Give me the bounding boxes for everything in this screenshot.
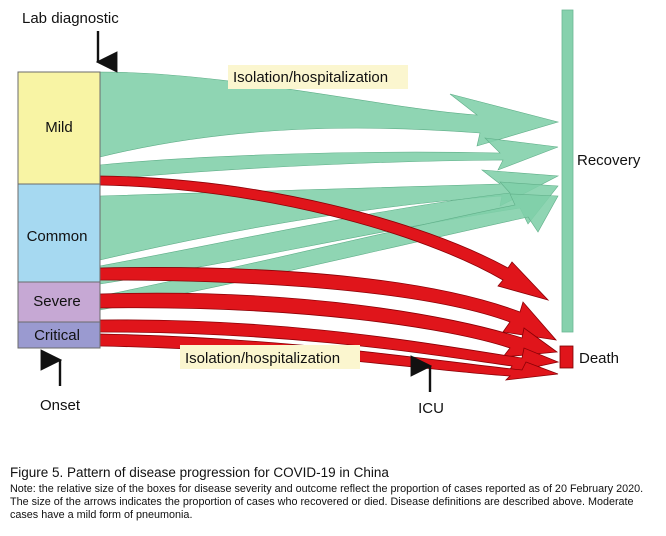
recovery-bar (561, 9, 574, 333)
figure-caption: Figure 5. Pattern of disease progression… (10, 465, 650, 522)
isolation-label-bottom: Isolation/hospitalization (185, 350, 340, 367)
caption-title: Figure 5. Pattern of disease progression… (10, 465, 389, 480)
severity-box-critical (17, 321, 101, 349)
recovery-flow-mild-lower (99, 137, 559, 181)
severity-label-severe: Severe (33, 293, 81, 310)
caption-note: Note: the relative size of the boxes for… (10, 483, 644, 521)
isolation-label-top-bg (228, 65, 408, 89)
severity-stack: Mild Common Severe Critical (17, 71, 101, 349)
icu-label: ICU (418, 400, 444, 417)
death-label: Death (579, 350, 619, 367)
severity-label-critical: Critical (34, 327, 80, 344)
severity-box-common (17, 183, 101, 283)
death-flow-mild (99, 175, 550, 301)
severity-box-severe (17, 281, 101, 323)
isolation-label-top: Isolation/hospitalization (233, 69, 388, 86)
isolation-label-bottom-bg (180, 345, 360, 369)
lab-diagnostic-label: Lab diagnostic (22, 10, 119, 27)
disease-progression-diagram: Mild Common Severe Critical Isolation/ho… (17, 9, 641, 417)
severity-label-common: Common (27, 228, 88, 245)
severity-label-mild: Mild (45, 119, 73, 136)
death-box (559, 345, 574, 369)
onset-label: Onset (40, 397, 81, 414)
recovery-label: Recovery (577, 152, 641, 169)
